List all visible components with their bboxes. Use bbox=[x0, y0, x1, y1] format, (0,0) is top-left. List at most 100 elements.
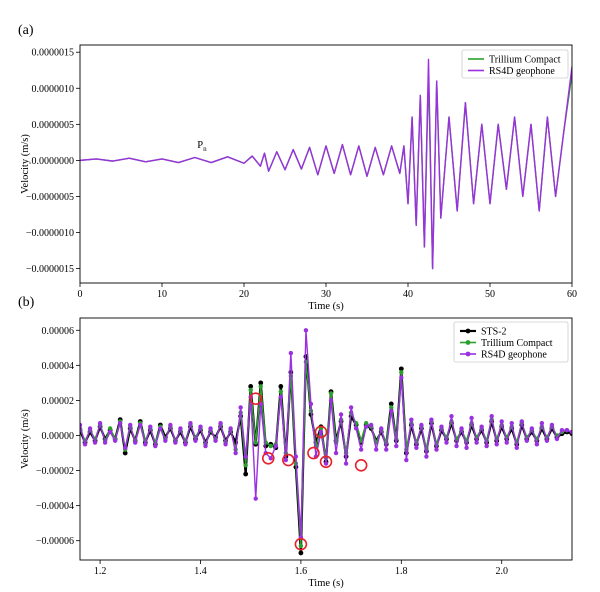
data-point bbox=[158, 426, 163, 431]
highlight-circle bbox=[261, 451, 275, 465]
data-point bbox=[193, 438, 198, 443]
data-point bbox=[233, 450, 238, 456]
data-point bbox=[298, 550, 304, 556]
data-point bbox=[278, 389, 284, 394]
highlight-circle bbox=[319, 455, 333, 469]
x-tick-label: 1.8 bbox=[395, 566, 408, 577]
data-point bbox=[434, 447, 439, 452]
legend-marker-2 bbox=[465, 351, 471, 357]
highlight-circle bbox=[249, 392, 263, 405]
y-tick-label: 0.0000000 bbox=[32, 156, 75, 167]
axes-frame bbox=[79, 317, 573, 561]
data-point bbox=[514, 445, 519, 450]
data-point bbox=[519, 419, 524, 424]
y-tick-label: −0.0000010 bbox=[26, 228, 74, 239]
data-point bbox=[399, 370, 404, 375]
data-point bbox=[268, 456, 273, 461]
x-tick-label: 20 bbox=[239, 289, 249, 300]
data-point bbox=[479, 424, 484, 429]
data-point bbox=[348, 405, 354, 410]
y-tick-label: −0.00004 bbox=[36, 501, 74, 512]
data-point bbox=[499, 419, 504, 424]
data-point bbox=[80, 422, 83, 428]
data-point bbox=[168, 422, 173, 428]
data-point bbox=[323, 461, 329, 466]
data-point bbox=[374, 447, 379, 452]
plot-area bbox=[80, 58, 572, 270]
data-point bbox=[419, 422, 424, 428]
data-point bbox=[283, 457, 289, 463]
data-point bbox=[398, 366, 404, 372]
data-point bbox=[278, 383, 284, 389]
data-point bbox=[243, 454, 248, 459]
y-tick-label: 0.00004 bbox=[42, 361, 75, 372]
data-point bbox=[188, 421, 193, 426]
data-point bbox=[489, 414, 494, 419]
legend-box bbox=[453, 321, 569, 363]
data-point bbox=[122, 445, 128, 450]
data-point bbox=[153, 443, 158, 449]
data-point bbox=[459, 426, 464, 431]
data-point bbox=[404, 457, 409, 463]
legend-marker-0 bbox=[465, 328, 471, 334]
y-axis-label: Velocity (m/s) bbox=[20, 134, 31, 194]
data-point bbox=[268, 443, 273, 449]
x-tick-label: 1.4 bbox=[194, 566, 207, 577]
data-point bbox=[253, 496, 258, 501]
legend-label-0: Trillium Compact bbox=[489, 55, 561, 66]
x-tick-label: 40 bbox=[403, 289, 413, 300]
data-point bbox=[208, 426, 213, 431]
data-point bbox=[278, 394, 284, 400]
data-point bbox=[439, 424, 444, 429]
data-point bbox=[389, 405, 394, 410]
x-tick-label: 1.6 bbox=[295, 566, 308, 577]
data-point bbox=[112, 438, 118, 443]
data-point bbox=[494, 442, 499, 447]
data-point bbox=[248, 387, 253, 393]
legend-marker-1 bbox=[465, 340, 471, 345]
y-tick-label: 0.0000015 bbox=[32, 48, 75, 59]
data-point bbox=[564, 428, 570, 433]
data-point bbox=[384, 447, 389, 452]
y-tick-label: −0.0000015 bbox=[26, 264, 74, 275]
data-point bbox=[107, 426, 113, 431]
data-point bbox=[544, 438, 550, 443]
data-point bbox=[379, 426, 384, 431]
data-point bbox=[258, 384, 263, 389]
data-point bbox=[288, 350, 294, 356]
series-line-1 bbox=[80, 58, 572, 270]
data-point bbox=[504, 440, 509, 445]
data-point bbox=[213, 438, 218, 443]
x-tick-label: 10 bbox=[157, 289, 167, 300]
data-point bbox=[198, 424, 203, 429]
data-point bbox=[253, 440, 258, 445]
data-point bbox=[273, 443, 278, 449]
data-point bbox=[539, 421, 545, 426]
panel-label: (b) bbox=[18, 295, 35, 310]
data-point bbox=[358, 447, 364, 452]
chart-panel-b: (b) 1.2 1.4 1.6 1.8 2.0 0.00006 0.00004 0.00002 0… bbox=[18, 295, 573, 589]
x-tick-label: 1.2 bbox=[94, 566, 107, 577]
legend-label-1: Trillium Compact bbox=[481, 338, 553, 349]
y-tick-label: 0.00000 bbox=[42, 431, 75, 442]
data-point bbox=[414, 445, 419, 450]
data-point bbox=[117, 421, 123, 426]
data-point bbox=[148, 424, 153, 429]
data-point bbox=[97, 421, 103, 426]
data-point bbox=[218, 421, 223, 426]
y-tick-label: 0.00002 bbox=[42, 396, 75, 407]
highlight-circle bbox=[314, 425, 328, 439]
data-point bbox=[243, 463, 248, 468]
data-point bbox=[178, 426, 183, 431]
data-point bbox=[424, 454, 429, 459]
data-point bbox=[328, 398, 334, 403]
data-point bbox=[173, 440, 178, 445]
annotation-main: P bbox=[197, 140, 203, 151]
y-axis-label: Velocity (m/s) bbox=[20, 409, 31, 469]
annotation-pn: Pn bbox=[197, 140, 207, 153]
data-point bbox=[338, 412, 344, 417]
y-tick-label: 0.0000010 bbox=[32, 84, 75, 95]
data-point bbox=[293, 454, 299, 459]
